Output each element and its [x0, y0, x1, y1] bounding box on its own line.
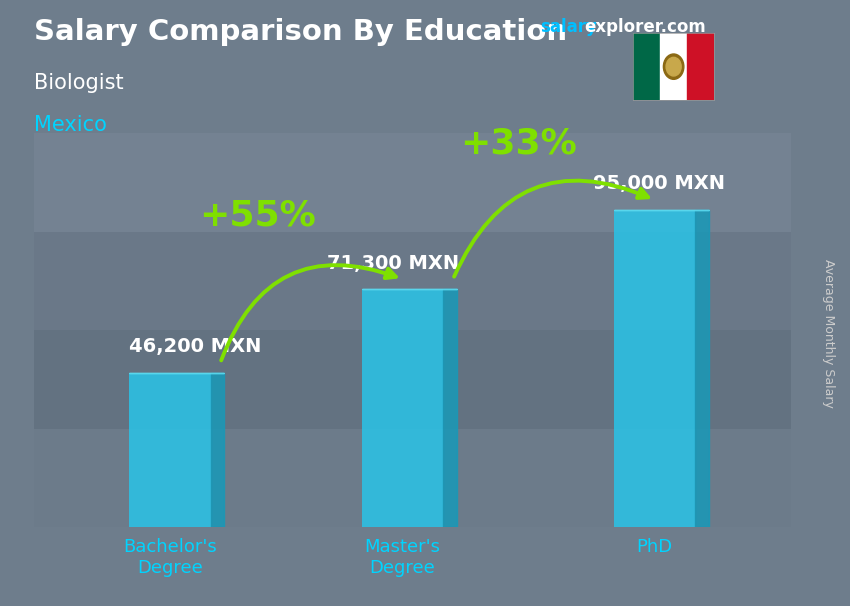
Bar — [34, 330, 790, 429]
Bar — [687, 33, 714, 100]
Bar — [660, 33, 687, 100]
Text: 95,000 MXN: 95,000 MXN — [592, 175, 724, 193]
Text: Average Monthly Salary: Average Monthly Salary — [822, 259, 836, 408]
Text: explorer.com: explorer.com — [584, 18, 706, 36]
Text: 71,300 MXN: 71,300 MXN — [326, 253, 459, 273]
Bar — [614, 210, 695, 527]
Circle shape — [666, 58, 681, 76]
Polygon shape — [695, 210, 709, 527]
Bar — [34, 133, 790, 232]
Circle shape — [663, 54, 684, 79]
Text: Mexico: Mexico — [34, 115, 107, 135]
Text: Salary Comparison By Education: Salary Comparison By Education — [34, 18, 567, 46]
Text: +33%: +33% — [461, 126, 577, 161]
Bar — [362, 289, 444, 527]
Polygon shape — [444, 289, 456, 527]
Bar — [34, 429, 790, 527]
Text: 46,200 MXN: 46,200 MXN — [129, 338, 262, 356]
Polygon shape — [211, 373, 224, 527]
Text: +55%: +55% — [199, 199, 315, 233]
Bar — [633, 33, 660, 100]
Text: salary: salary — [540, 18, 597, 36]
Bar — [34, 231, 790, 330]
Bar — [129, 373, 211, 527]
Text: Biologist: Biologist — [34, 73, 123, 93]
